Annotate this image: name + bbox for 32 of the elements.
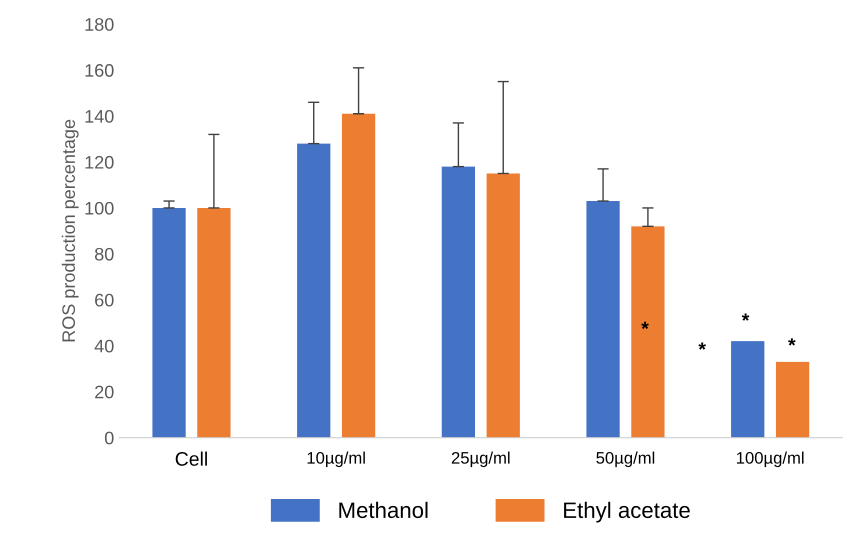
y-tick-label: 0 <box>104 432 114 444</box>
x-tick-label: 100µg/ml <box>736 452 804 468</box>
y-axis-title: ROS production percentage <box>62 120 79 342</box>
y-tick-label: 60 <box>95 294 114 307</box>
y-tick-label: 180 <box>86 18 114 31</box>
bar <box>631 226 665 438</box>
bar <box>776 362 810 438</box>
annotation: * <box>641 322 649 330</box>
bar <box>152 208 186 438</box>
bar <box>342 114 376 438</box>
legend-label: Methanol <box>339 502 428 518</box>
bar <box>197 208 231 438</box>
annotation: * <box>698 342 706 350</box>
bar <box>586 201 620 438</box>
legend-label: Ethyl acetate <box>564 502 690 523</box>
y-tick-label: 40 <box>94 340 114 352</box>
x-tick-label: 25µg/ml <box>452 452 510 468</box>
y-tick-label: 120 <box>86 156 114 169</box>
y-tick-label: 100 <box>86 202 114 215</box>
y-tick-label: 140 <box>86 110 114 123</box>
y-tick-label: 80 <box>94 248 114 261</box>
x-tick-label: Cell <box>176 452 207 466</box>
bar <box>297 144 330 438</box>
x-tick-label: 10µg/ml <box>308 452 365 468</box>
bar <box>442 166 476 438</box>
y-tick-label: 160 <box>86 64 114 77</box>
bar <box>486 173 520 438</box>
bar <box>731 341 764 438</box>
annotation: * <box>742 314 750 321</box>
annotation: * <box>788 338 796 346</box>
y-tick-label: 20 <box>95 386 114 398</box>
x-tick-label: 50µg/ml <box>596 452 654 468</box>
